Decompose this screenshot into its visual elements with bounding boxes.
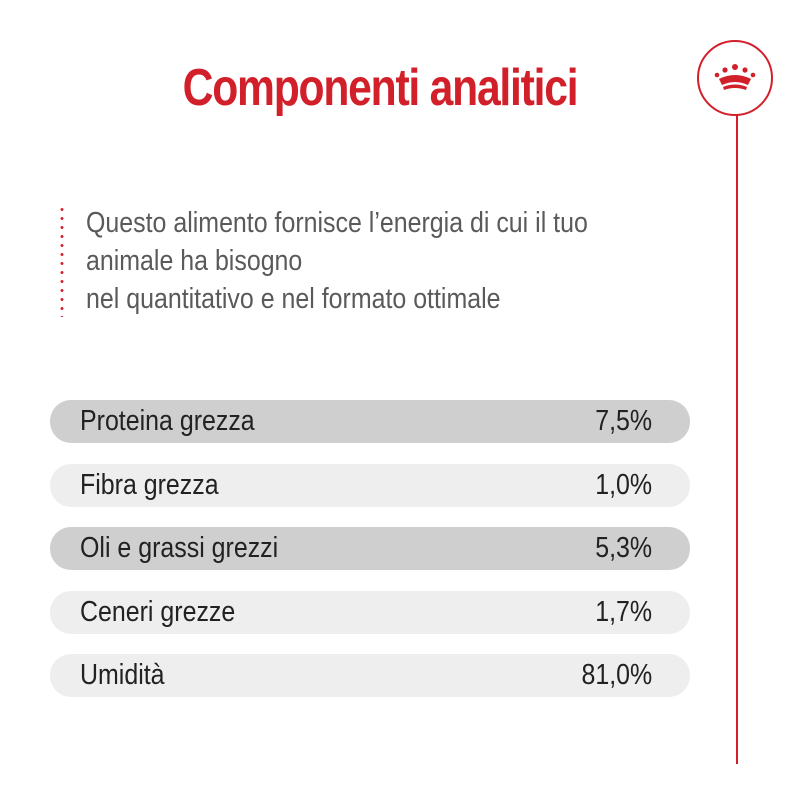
table-row: Fibra grezza 1,0% — [50, 463, 690, 507]
description-line: animale ha bisogno — [86, 245, 303, 277]
brand-logo — [697, 40, 773, 116]
table-row: Proteina grezza 7,5% — [50, 400, 690, 443]
component-name: Umidità — [80, 659, 165, 691]
table-row: Ceneri grezze 1,7% — [50, 590, 690, 634]
page-title: Componenti analitici — [182, 59, 579, 117]
component-value: 1,0% — [595, 468, 652, 501]
component-value: 1,7% — [595, 595, 652, 628]
description: Questo alimento fornisce l’energia di cu… — [86, 204, 588, 318]
description-dotted-rule — [60, 205, 64, 317]
component-name: Proteina grezza — [80, 405, 255, 437]
table-row: Oli e grassi grezzi 5,3% — [50, 527, 690, 570]
table-row: Umidità 81,0% — [50, 654, 690, 697]
component-name: Oli e grassi grezzi — [80, 532, 279, 564]
component-name: Ceneri grezze — [80, 595, 236, 628]
description-line: nel quantitativo e nel formato ottimale — [86, 283, 501, 315]
component-value: 81,0% — [581, 659, 652, 691]
analytical-components-table: Proteina grezza 7,5% Fibra grezza 1,0% O… — [50, 400, 690, 718]
component-value: 5,3% — [595, 532, 652, 564]
component-name: Fibra grezza — [80, 468, 219, 501]
component-value: 7,5% — [595, 405, 652, 437]
side-divider — [736, 112, 738, 764]
description-line: Questo alimento fornisce l’energia di cu… — [86, 207, 588, 239]
crown-icon — [714, 64, 756, 90]
